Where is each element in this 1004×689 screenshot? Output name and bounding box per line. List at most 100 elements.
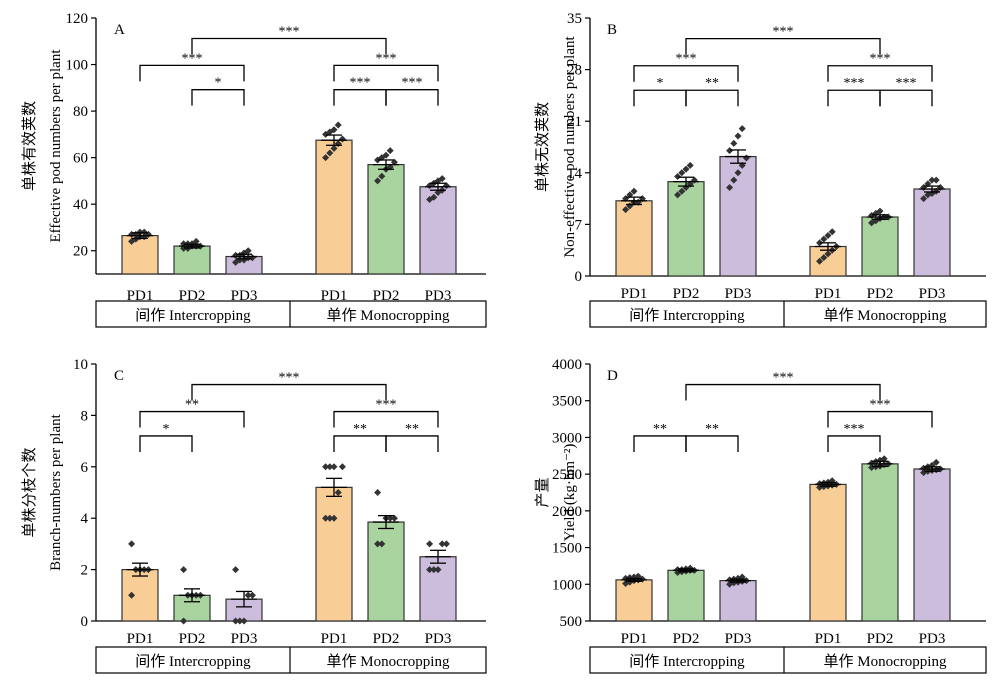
data-point xyxy=(738,125,746,133)
y-axis-label-cn: 单株分枝个数 xyxy=(21,447,38,537)
significance-label: *** xyxy=(350,76,371,91)
group-label-monocropping: 单作 Monocropping xyxy=(327,307,450,324)
bracket-line xyxy=(191,37,387,55)
data-point xyxy=(326,463,334,471)
bracket-line xyxy=(333,89,387,106)
y-axis-label-cn: 单株有效荚数 xyxy=(21,101,38,191)
group-box xyxy=(589,646,987,674)
bracket-line xyxy=(685,89,739,107)
data-point xyxy=(426,566,434,574)
bracket-line xyxy=(827,89,881,107)
y-tick-label: 2 xyxy=(81,563,89,579)
significance-label: *** xyxy=(844,76,865,91)
data-point xyxy=(816,257,824,265)
significance-bracket: *** xyxy=(333,76,387,106)
significance-label: *** xyxy=(870,52,891,67)
y-tick-label: 0 xyxy=(575,269,583,285)
group-label-intercropping: 间作 Intercropping xyxy=(629,307,745,324)
y-tick-label: 21 xyxy=(567,114,582,130)
bar xyxy=(913,188,951,277)
significance-bracket: *** xyxy=(191,371,387,401)
significance-bracket: *** xyxy=(385,76,439,106)
data-point xyxy=(678,187,686,195)
y-tick-label: 0 xyxy=(81,614,89,630)
y-tick-label: 4000 xyxy=(552,357,582,373)
significance-bracket: *** xyxy=(685,371,881,401)
data-point xyxy=(928,176,936,184)
data-point xyxy=(438,540,446,548)
group-label-intercropping: 间作 Intercropping xyxy=(135,307,251,324)
y-tick-label: 2500 xyxy=(552,467,582,483)
data-point xyxy=(240,617,248,625)
significance-bracket: *** xyxy=(879,76,933,107)
x-tick-label: PD2 xyxy=(373,288,400,304)
bracket-line xyxy=(633,65,739,82)
significance-bracket: *** xyxy=(827,52,933,82)
significance-label: *** xyxy=(402,76,423,91)
data-point xyxy=(674,191,682,199)
y-tick-label: 500 xyxy=(560,614,583,630)
data-point xyxy=(192,237,200,245)
significance-label: *** xyxy=(896,76,917,91)
significance-label: *** xyxy=(279,24,300,39)
bracket-line xyxy=(879,89,933,107)
y-axis-label: Yield (kg·hm⁻²) xyxy=(562,444,578,542)
data-point xyxy=(244,247,252,255)
significance-label: ** xyxy=(405,422,419,437)
bracket-line xyxy=(139,435,193,452)
y-axis-label: Non-effective pod numbers per plant xyxy=(562,36,578,258)
x-tick-label: PD2 xyxy=(179,631,206,647)
group-label-intercropping: 间作 Intercropping xyxy=(629,653,745,670)
data-point xyxy=(730,176,738,184)
data-point xyxy=(386,514,394,522)
bracket-line xyxy=(191,89,245,106)
y-tick-label: 1500 xyxy=(552,541,582,557)
x-tick-label: PD3 xyxy=(231,631,258,647)
bracket-line xyxy=(827,435,881,452)
data-point xyxy=(734,169,742,177)
data-point xyxy=(726,147,734,155)
data-point xyxy=(334,489,342,496)
data-point xyxy=(920,195,928,203)
data-point xyxy=(322,514,330,522)
data-point xyxy=(932,458,940,466)
y-tick-label: 4 xyxy=(81,511,89,527)
bar xyxy=(315,486,353,622)
data-point xyxy=(236,617,244,625)
significance-label: ** xyxy=(705,76,719,91)
panel-letter: A xyxy=(114,22,125,38)
chart-panel-C: 0 2 4 6 8 10 C 单株分枝个数 Branch-numbers per plant PD… xyxy=(21,357,487,674)
data-point xyxy=(382,151,390,159)
bracket-line xyxy=(633,435,687,452)
data-point xyxy=(630,187,638,195)
bar xyxy=(315,139,353,275)
data-point xyxy=(678,169,686,177)
x-tick-label: PD3 xyxy=(231,288,258,304)
bracket-line xyxy=(333,435,387,452)
data-point xyxy=(128,591,136,599)
x-tick-label: PD1 xyxy=(127,288,154,304)
significance-bracket: *** xyxy=(191,24,387,55)
significance-label: *** xyxy=(182,51,203,66)
x-tick-label: PD3 xyxy=(425,631,452,647)
data-point xyxy=(430,193,438,201)
significance-bracket: ** xyxy=(139,398,245,428)
bar xyxy=(615,200,653,277)
bracket-line xyxy=(385,89,439,106)
significance-bracket: *** xyxy=(633,52,739,82)
data-point xyxy=(248,591,256,599)
chart-panel-D: 500 1000 1500 2000 2500 3000 3500 4000 D 产量 Yield … xyxy=(534,357,987,674)
bracket-line xyxy=(139,410,245,428)
data-point xyxy=(322,463,330,471)
x-tick-label: PD2 xyxy=(673,631,700,647)
data-point xyxy=(426,540,434,548)
group-label-intercropping: 间作 Intercropping xyxy=(135,653,251,670)
data-point xyxy=(726,184,734,192)
y-tick-label: 7 xyxy=(575,217,583,233)
data-point xyxy=(326,514,334,522)
bracket-line xyxy=(685,383,881,401)
group-label-monocropping: 单作 Monocropping xyxy=(824,307,947,324)
y-tick-label: 80 xyxy=(73,104,88,120)
bar xyxy=(419,186,457,275)
